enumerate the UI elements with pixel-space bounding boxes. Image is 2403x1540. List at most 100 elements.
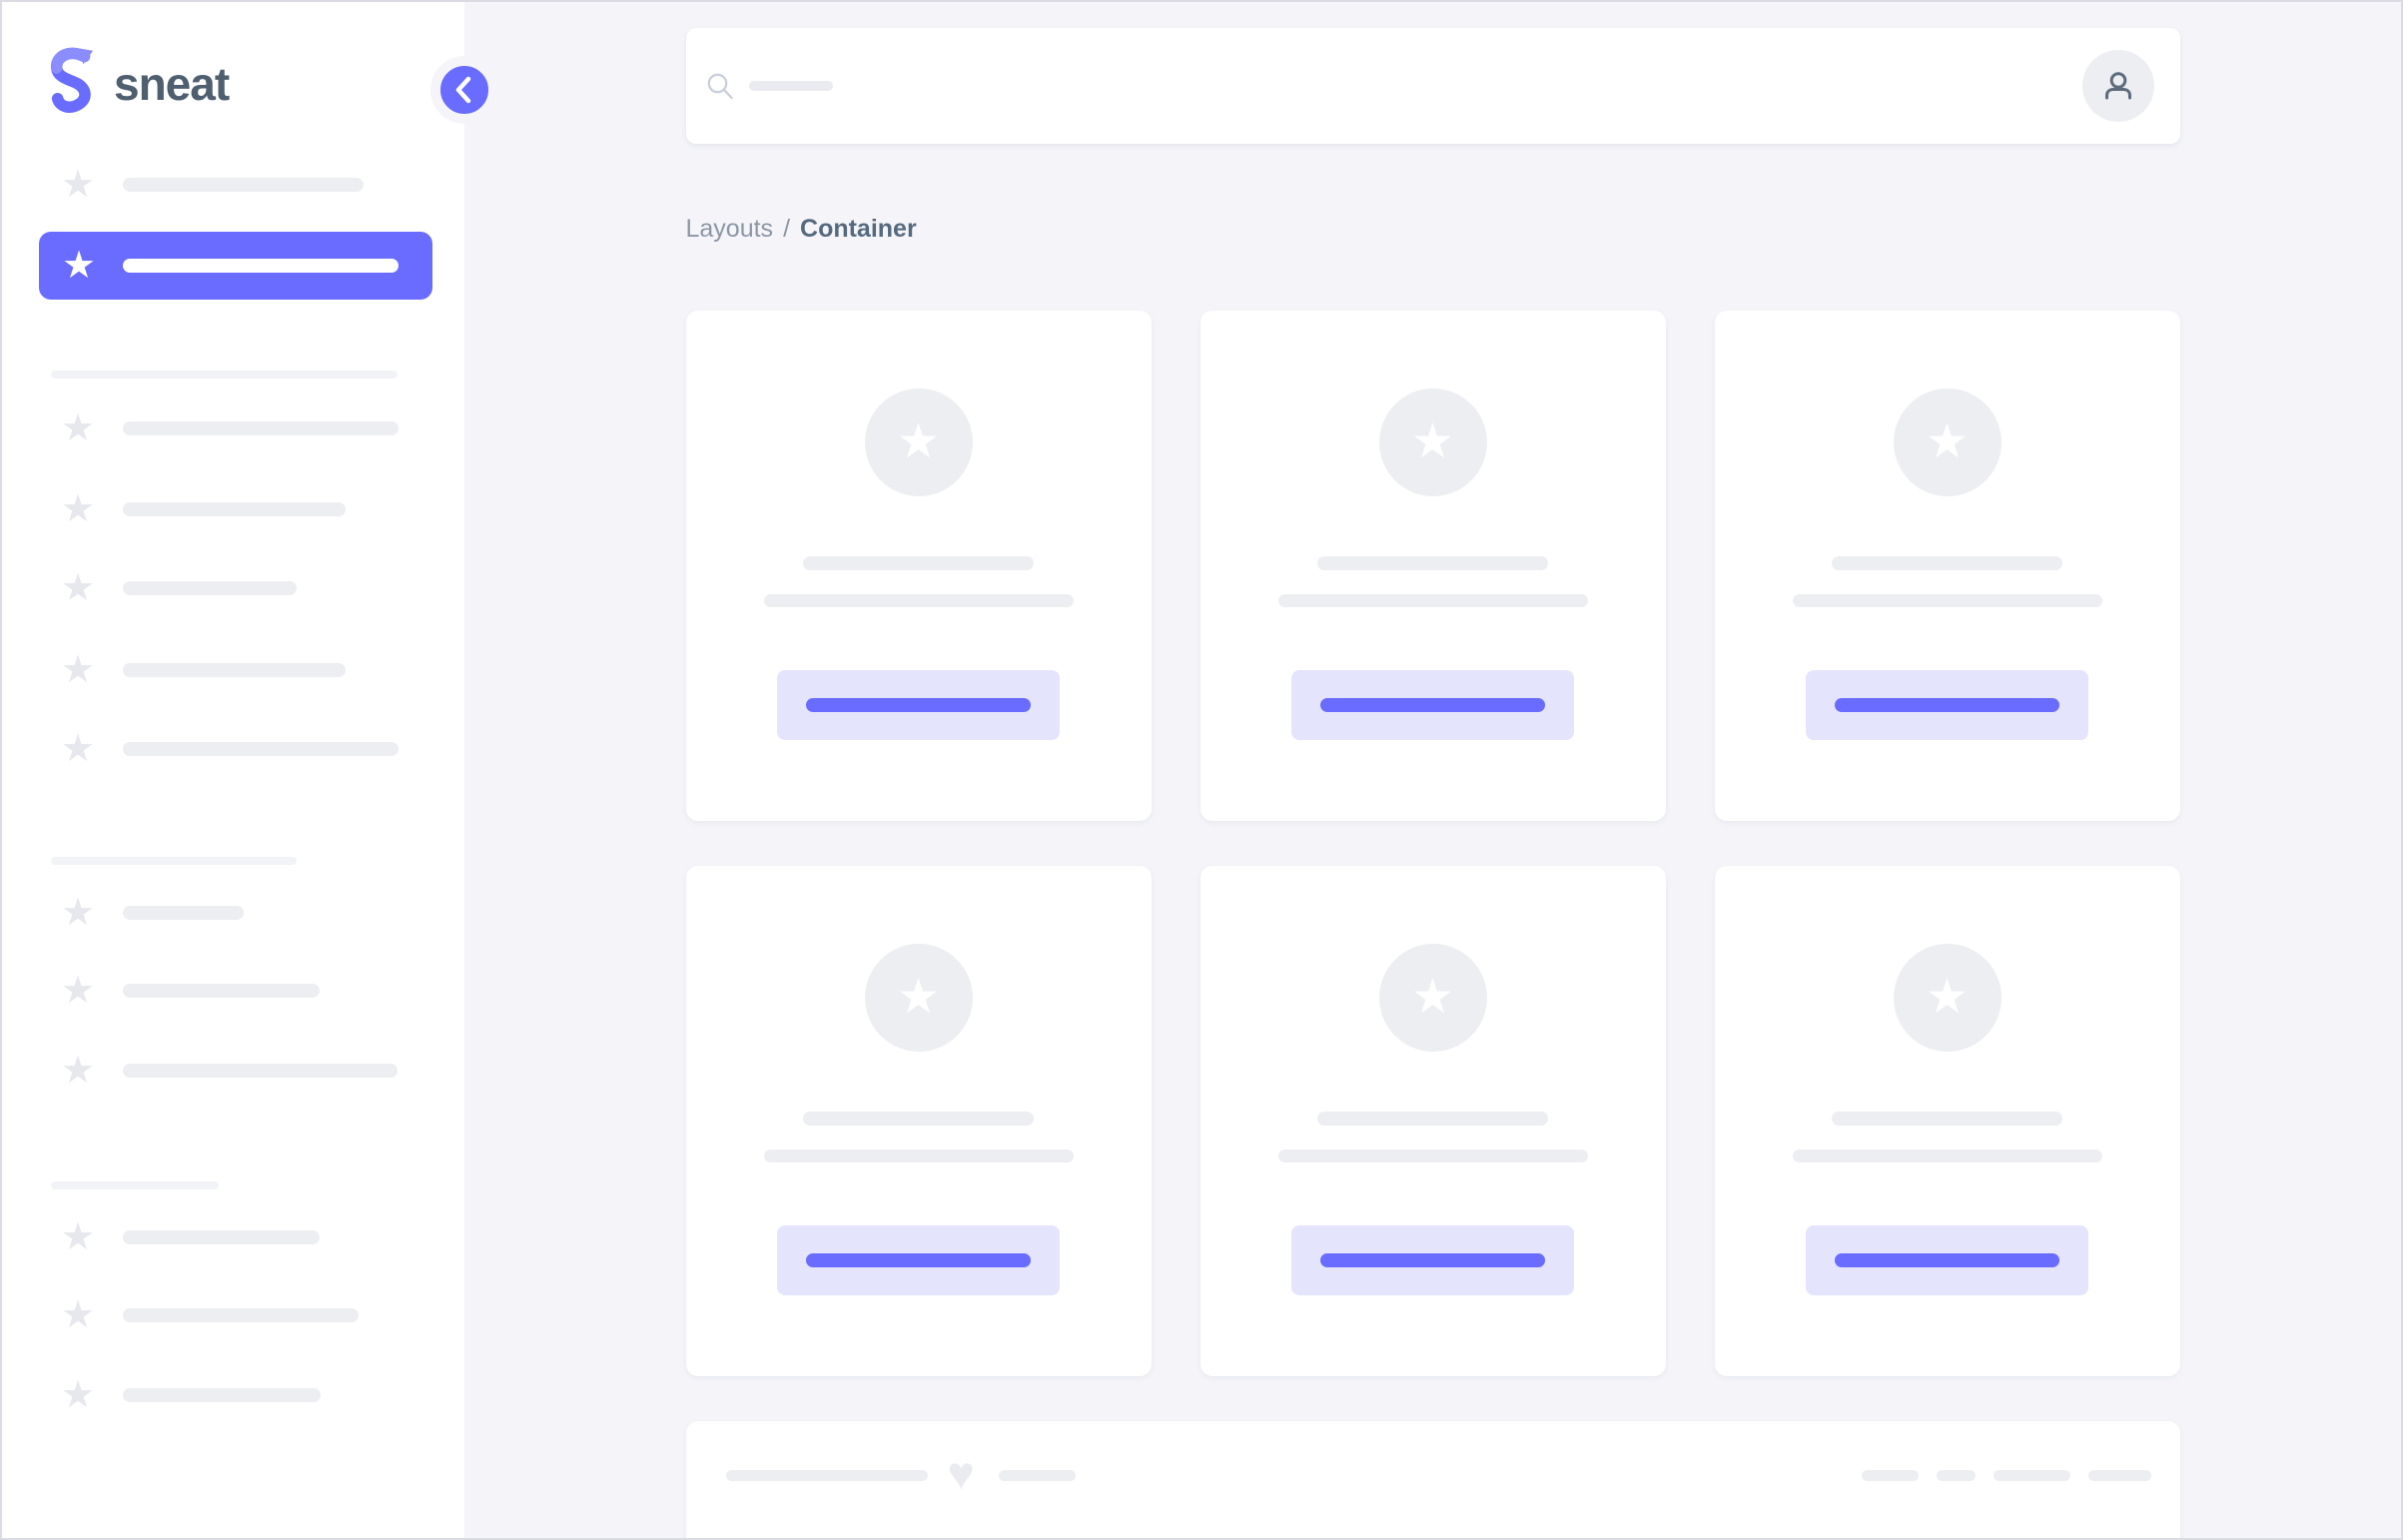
star-icon: ★ (1925, 415, 1970, 468)
menu-item-label-skeleton (123, 1388, 321, 1402)
menu-item-label-skeleton (123, 906, 244, 920)
sidebar-menu-item[interactable]: ★ (2, 891, 464, 935)
button-label-skeleton (1320, 698, 1545, 712)
card-avatar-circle: ★ (864, 388, 973, 496)
skeleton-card: ★ (1200, 866, 1666, 1376)
card-title-skeleton (1317, 556, 1548, 570)
menu-section-divider (51, 857, 297, 865)
bottom-card: ♥ (685, 1421, 2180, 1538)
star-icon: ★ (1925, 971, 1970, 1024)
card-button-skeleton[interactable] (1806, 1225, 2088, 1295)
sidebar-menu-item[interactable]: ★ (2, 1215, 464, 1259)
sidebar-collapse-button[interactable] (430, 56, 498, 124)
sidebar-menu-item[interactable]: ★ (2, 1049, 464, 1093)
card-button-skeleton[interactable] (1291, 670, 1574, 740)
card-title-skeleton (1832, 556, 2062, 570)
sidebar-menu-item[interactable]: ★ (2, 727, 464, 771)
star-icon: ★ (60, 728, 96, 770)
brand-name: sneat (114, 58, 230, 110)
star-icon: ★ (60, 1294, 96, 1336)
card-title-skeleton (1832, 1112, 2062, 1126)
pagination-dash-skeleton (1936, 1469, 1976, 1481)
menu-section-divider (51, 371, 398, 379)
content-container: Layouts / Container ★ ★ ★ ★ ★ ★ ♥ (685, 28, 2180, 1538)
sidebar-menu-item[interactable]: ★ (2, 406, 464, 450)
card-avatar-circle: ★ (1893, 388, 2002, 496)
person-icon (2104, 72, 2131, 100)
star-icon: ★ (60, 892, 96, 934)
card-text-skeleton (1792, 594, 2102, 607)
skeleton-card: ★ (1200, 311, 1666, 821)
card-text-skeleton (1277, 594, 1588, 607)
sidebar-menu-item-active[interactable]: ★ (39, 232, 432, 300)
main-area: Layouts / Container ★ ★ ★ ★ ★ ★ ♥ (464, 2, 2401, 1538)
search-icon (707, 73, 733, 100)
sidebar-menu-item[interactable]: ★ (2, 487, 464, 531)
sidebar: sneat ★ ★ ★ ★ ★ ★ ★ ★ ★ ★ ★ ★ ★ (2, 2, 498, 1538)
card-grid: ★ ★ ★ ★ ★ ★ (685, 311, 2180, 1376)
skeleton-card: ★ (1714, 866, 2180, 1376)
sidebar-menu-item[interactable]: ★ (2, 969, 464, 1013)
star-icon: ★ (60, 1374, 96, 1416)
star-icon: ★ (1410, 971, 1455, 1024)
chevron-left-icon (455, 76, 471, 104)
card-button-skeleton[interactable] (1291, 1225, 1574, 1295)
button-label-skeleton (806, 1253, 1031, 1267)
menu-item-label-skeleton (123, 421, 399, 435)
card-text-skeleton (763, 594, 1074, 607)
card-text-skeleton (1277, 1150, 1588, 1162)
star-icon: ★ (60, 649, 96, 691)
menu-item-label-skeleton (123, 502, 346, 516)
pagination-dash-skeleton (1861, 1469, 1919, 1481)
menu-item-label-skeleton (123, 742, 399, 756)
star-icon: ★ (60, 970, 96, 1012)
button-label-skeleton (1320, 1253, 1545, 1267)
user-avatar-button[interactable] (2081, 50, 2154, 122)
card-button-skeleton[interactable] (777, 1225, 1060, 1295)
pagination-dash-skeleton (1993, 1469, 2070, 1481)
card-text-skeleton (763, 1150, 1074, 1162)
card-avatar-circle: ★ (1378, 388, 1487, 496)
sidebar-menu: ★ ★ ★ ★ ★ ★ ★ ★ ★ ★ ★ ★ ★ (2, 163, 464, 1417)
star-icon: ★ (60, 164, 96, 206)
topbar (685, 28, 2180, 144)
heart-icon: ♥ (947, 1447, 975, 1499)
sidebar-menu-item[interactable]: ★ (2, 1293, 464, 1337)
menu-item-label-skeleton (123, 984, 320, 998)
skeleton-card: ★ (1714, 311, 2180, 821)
button-label-skeleton (1835, 698, 2059, 712)
card-button-skeleton[interactable] (1806, 670, 2088, 740)
star-icon: ★ (60, 567, 96, 609)
card-button-skeleton[interactable] (777, 670, 1060, 740)
skeleton-card: ★ (685, 311, 1152, 821)
card-avatar-circle: ★ (1893, 944, 2002, 1052)
menu-item-label-skeleton (123, 1230, 320, 1244)
star-icon: ★ (60, 488, 96, 530)
menu-item-label-skeleton (123, 1308, 359, 1322)
sidebar-menu-item[interactable]: ★ (2, 1373, 464, 1417)
menu-item-label-skeleton (123, 178, 364, 192)
star-icon: ★ (896, 415, 941, 468)
skeleton-card: ★ (685, 866, 1152, 1376)
card-avatar-circle: ★ (1378, 944, 1487, 1052)
star-icon: ★ (60, 407, 96, 449)
bottom-card-pagination-skeleton (1861, 1469, 2151, 1481)
breadcrumb-separator: / (783, 215, 791, 243)
sneat-logo-icon (50, 47, 94, 113)
star-icon: ★ (60, 1216, 96, 1258)
sidebar-menu-item[interactable]: ★ (2, 648, 464, 692)
card-title-skeleton (803, 1112, 1034, 1126)
sidebar-menu-item[interactable]: ★ (2, 566, 464, 610)
card-title-skeleton (803, 556, 1034, 570)
menu-item-label-skeleton (123, 259, 399, 273)
brand-header: sneat (2, 2, 498, 142)
search-input[interactable] (705, 71, 2082, 101)
star-icon: ★ (60, 1050, 96, 1092)
bottom-card-text-skeleton (998, 1469, 1076, 1481)
card-title-skeleton (1317, 1112, 1548, 1126)
pagination-dash-skeleton (2087, 1469, 2151, 1481)
sidebar-menu-item[interactable]: ★ (2, 163, 464, 207)
breadcrumb-parent-link[interactable]: Layouts (685, 215, 774, 243)
bottom-card-text-skeleton (725, 1469, 928, 1481)
search-placeholder-skeleton (748, 81, 833, 91)
